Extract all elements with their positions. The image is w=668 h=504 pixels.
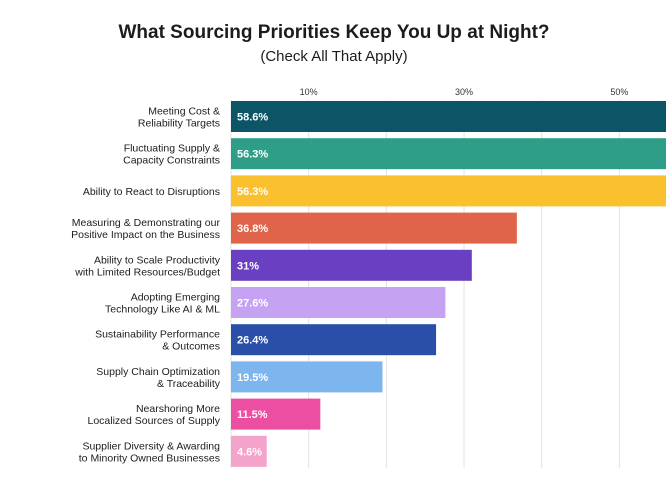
x-tick-label: 30% xyxy=(455,87,473,97)
category-label: with Limited Resources/Budget xyxy=(74,266,220,278)
bar xyxy=(231,324,437,356)
category-label: Nearshoring More xyxy=(136,403,220,415)
category-label: & Traceability xyxy=(157,378,221,390)
x-tick-label: 50% xyxy=(610,87,628,97)
data-label: 56.3% xyxy=(237,149,268,161)
data-label: 58.6% xyxy=(237,112,268,124)
data-label: 56.3% xyxy=(237,186,268,198)
bar xyxy=(231,249,472,281)
bar xyxy=(231,212,517,244)
data-label: 26.4% xyxy=(237,335,268,347)
category-label: & Outcomes xyxy=(162,341,220,353)
bar xyxy=(231,175,666,207)
category-label: Ability to React to Disruptions xyxy=(83,186,220,198)
category-label: Localized Sources of Supply xyxy=(88,415,221,427)
data-label: 4.6% xyxy=(237,446,262,458)
category-label: Sustainability Performance xyxy=(95,329,220,341)
category-label: Fluctuating Supply & xyxy=(124,143,220,155)
data-label: 36.8% xyxy=(237,223,268,235)
bar xyxy=(231,361,383,393)
bar xyxy=(231,287,446,318)
data-label: 27.6% xyxy=(237,298,268,310)
data-label: 19.5% xyxy=(237,372,268,384)
data-label: 11.5% xyxy=(237,409,268,421)
category-label: Ability to Scale Productivity xyxy=(94,254,221,266)
x-tick-label: 10% xyxy=(300,87,318,97)
bar xyxy=(231,398,321,430)
chart-title: What Sourcing Priorities Keep You Up at … xyxy=(118,22,550,43)
bar xyxy=(231,138,666,170)
bar xyxy=(231,435,267,467)
data-label: 31% xyxy=(237,260,259,272)
category-label: Supply Chain Optimization xyxy=(96,366,220,378)
chart-subtitle: (Check All That Apply) xyxy=(260,48,408,65)
category-label: Adopting Emerging xyxy=(131,292,220,304)
category-label: Reliability Targets xyxy=(138,118,220,130)
category-label: Capacity Constraints xyxy=(123,155,220,167)
category-label: Measuring & Demonstrating our xyxy=(72,217,221,229)
category-label: Meeting Cost & xyxy=(148,106,220,118)
category-label: to Minority Owned Businesses xyxy=(79,452,220,464)
bar xyxy=(231,101,666,132)
category-label: Supplier Diversity & Awarding xyxy=(82,440,220,452)
category-label: Technology Like AI & ML xyxy=(105,304,220,316)
category-label: Positive Impact on the Business xyxy=(71,229,220,241)
